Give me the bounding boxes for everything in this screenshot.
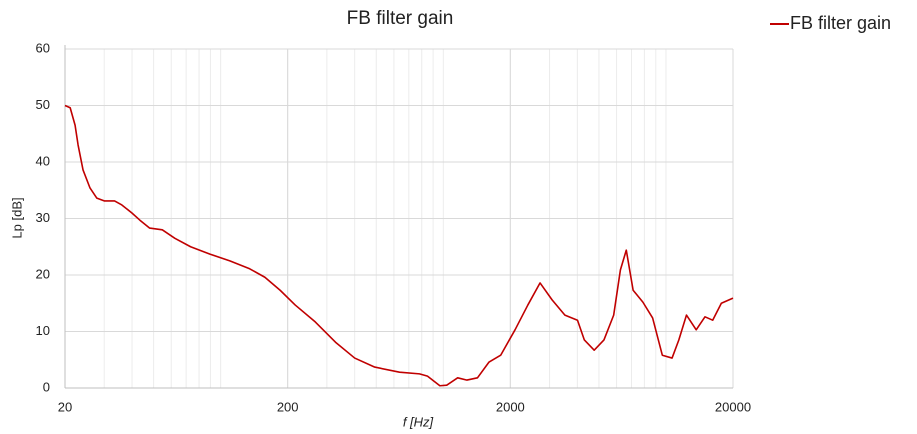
x-tick-label: 20000 [715, 399, 751, 414]
y-tick-label: 20 [36, 266, 50, 281]
x-tick-label: 200 [277, 399, 299, 414]
y-tick-label: 30 [36, 210, 50, 225]
data-line [64, 104, 734, 387]
y-tick-label: 10 [36, 323, 50, 338]
x-tick-label: 20 [58, 399, 72, 414]
y-tick-label: 40 [36, 153, 50, 168]
y-tick-label: 50 [36, 97, 50, 112]
y-tick-label: 60 [36, 40, 50, 55]
y-tick-label: 0 [43, 379, 50, 394]
chart-title: FB filter gain [347, 8, 454, 29]
legend-label: FB filter gain [790, 13, 891, 33]
x-tick-label: 2000 [496, 399, 525, 414]
y-axis-label: Lp [dB] [9, 197, 24, 238]
x-axis-label: f [Hz] [403, 414, 434, 429]
